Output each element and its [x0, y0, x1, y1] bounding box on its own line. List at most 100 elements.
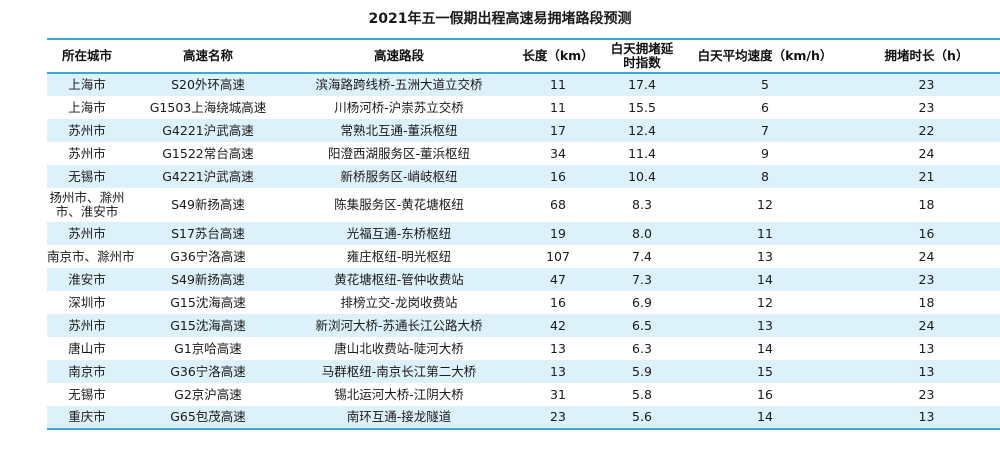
cell-length: 19: [509, 222, 607, 245]
cell-duration: 16: [853, 222, 1000, 245]
cell-highway-name: S20外环高速: [127, 73, 289, 96]
header-duration: 拥堵时长（h）: [853, 38, 1000, 74]
cell-city: 上海市: [47, 73, 127, 96]
cell-highway-name: G1503上海绕城高速: [149, 99, 267, 115]
cell-avg-speed: 14: [677, 268, 853, 291]
cell-delay-index: 17.4: [607, 73, 677, 96]
cell-length: 16: [509, 165, 607, 188]
cell-section: 雍庄枢纽-明光枢纽: [346, 248, 452, 264]
header-city: 所在城市: [47, 38, 127, 74]
cell-length: 34: [550, 145, 566, 161]
cell-delay-index: 8.3: [632, 197, 652, 212]
cell-section: 光福互通-东桥枢纽: [289, 222, 509, 245]
table-row: 南京市、滁州市 G36宁洛高速 雍庄枢纽-明光枢纽 107 7.4 13 24: [47, 245, 1000, 268]
cell-delay-index: 6.3: [632, 340, 652, 356]
cell-length: 107: [546, 248, 570, 264]
cell-avg-speed: 11: [677, 222, 853, 245]
table-row: 上海市 G1503上海绕城高速 川杨河桥-沪崇苏立交桥 11 15.5 6 23: [47, 96, 1000, 119]
cell-delay-index: 11.4: [628, 145, 656, 161]
cell-section: 黄花塘枢纽-管仲收费站: [289, 268, 509, 291]
cell-delay-index: 7.4: [632, 248, 652, 264]
cell-delay-index: 6.9: [632, 294, 652, 310]
cell-avg-speed: 14: [677, 406, 853, 430]
cell-city: 淮安市: [47, 268, 127, 291]
cell-highway-name: G2京沪高速: [174, 386, 242, 402]
cell-city: 南京市、滁州市: [47, 248, 135, 264]
cell-duration: 18: [918, 294, 935, 310]
cell-duration: 24: [918, 145, 935, 161]
table-row: 扬州市、滁州市、淮安市 S49新扬高速 陈集服务区-黄花塘枢纽 68 8.3 12 18: [47, 188, 1000, 222]
cell-city: 无锡市: [68, 386, 106, 402]
cell-duration: 13: [918, 340, 935, 356]
cell-length: 42: [509, 314, 607, 337]
cell-city: 唐山市: [68, 340, 106, 356]
table-row: 重庆市 G65包茂高速 南环互通-接龙隧道 23 5.6 14 13: [47, 406, 1000, 430]
cell-avg-speed: 12: [757, 294, 773, 310]
cell-highway-name: G36宁洛高速: [127, 360, 289, 383]
cell-length: 13: [509, 360, 607, 383]
table-row: 无锡市 G2京沪高速 锡北运河大桥-江阴大桥 31 5.8 16 23: [47, 383, 1000, 406]
table-row: 南京市 G36宁洛高速 马群枢纽-南京长江第二大桥 13 5.9 15 13: [47, 360, 1000, 383]
cell-length: 13: [550, 340, 566, 356]
cell-highway-name: S17苏台高速: [127, 222, 289, 245]
cell-avg-speed: 5: [677, 73, 853, 96]
cell-city: 无锡市: [47, 165, 127, 188]
cell-avg-speed: 6: [761, 99, 769, 115]
cell-length: 11: [509, 73, 607, 96]
cell-delay-index: 12.4: [607, 119, 677, 142]
cell-city: 南京市: [47, 360, 127, 383]
cell-avg-speed: 14: [757, 340, 773, 356]
cell-section: 常熟北互通-董浜枢纽: [289, 119, 509, 142]
cell-delay-index: 10.4: [607, 165, 677, 188]
cell-section: 新浏河大桥-苏通长江公路大桥: [289, 314, 509, 337]
header-highway-name: 高速名称: [127, 38, 289, 74]
cell-section: 南环互通-接龙隧道: [289, 406, 509, 430]
cell-length: 16: [550, 294, 566, 310]
table-body: 上海市 S20外环高速 滨海路跨线桥-五洲大道立交桥 11 17.4 5 23 上海市 G150…: [47, 73, 1000, 430]
cell-duration: 24: [853, 314, 1000, 337]
cell-duration: 23: [853, 73, 1000, 96]
cell-highway-name: G36宁洛高速: [170, 248, 246, 264]
table-row: 苏州市 G1522常台高速 阳澄西湖服务区-董浜枢纽 34 11.4 9 24: [47, 142, 1000, 165]
cell-duration: 21: [853, 165, 1000, 188]
cell-duration: 23: [918, 99, 935, 115]
cell-avg-speed: 7: [677, 119, 853, 142]
cell-duration: 18: [918, 197, 935, 212]
header-length: 长度（km）: [509, 38, 607, 74]
cell-avg-speed: 13: [677, 314, 853, 337]
cell-length: 68: [550, 197, 566, 212]
cell-section: 新桥服务区-峭岐枢纽: [289, 165, 509, 188]
cell-avg-speed: 15: [677, 360, 853, 383]
cell-highway-name: G65包茂高速: [127, 406, 289, 430]
table-row: 无锡市 G4221沪武高速 新桥服务区-峭岐枢纽 16 10.4 8 21: [47, 165, 1000, 188]
cell-avg-speed: 8: [677, 165, 853, 188]
cell-duration: 23: [853, 268, 1000, 291]
cell-avg-speed: 16: [757, 386, 773, 402]
cell-delay-index: 6.5: [607, 314, 677, 337]
header-avg-speed: 白天平均速度（km/h）: [677, 38, 853, 74]
cell-highway-name: S49新扬高速: [127, 268, 289, 291]
table-row: 苏州市 G4221沪武高速 常熟北互通-董浜枢纽 17 12.4 7 22: [47, 119, 1000, 142]
header-section: 高速路段: [289, 38, 509, 74]
cell-duration: 24: [918, 248, 935, 264]
cell-highway-name: G15沈海高速: [127, 314, 289, 337]
cell-city: 苏州市: [47, 119, 127, 142]
cell-duration: 13: [853, 406, 1000, 430]
cell-city: 重庆市: [47, 406, 127, 430]
cell-highway-name: G4221沪武高速: [127, 165, 289, 188]
cell-delay-index: 5.8: [632, 386, 652, 402]
cell-highway-name: G1522常台高速: [162, 145, 254, 161]
cell-section: 唐山北收费站-陡河大桥: [334, 340, 464, 356]
cell-length: 11: [550, 99, 566, 115]
cell-highway-name: G15沈海高速: [170, 294, 246, 310]
table-row: 苏州市 G15沈海高速 新浏河大桥-苏通长江公路大桥 42 6.5 13 24: [47, 314, 1000, 337]
cell-highway-name: G1京哈高速: [174, 340, 242, 356]
cell-delay-index: 5.9: [607, 360, 677, 383]
cell-section: 川杨河桥-沪崇苏立交桥: [334, 99, 464, 115]
cell-section: 陈集服务区-黄花塘枢纽: [334, 197, 464, 212]
cell-delay-index: 8.0: [607, 222, 677, 245]
cell-city: 深圳市: [68, 294, 106, 310]
cell-length: 17: [509, 119, 607, 142]
cell-section: 马群枢纽-南京长江第二大桥: [289, 360, 509, 383]
cell-length: 31: [550, 386, 566, 402]
